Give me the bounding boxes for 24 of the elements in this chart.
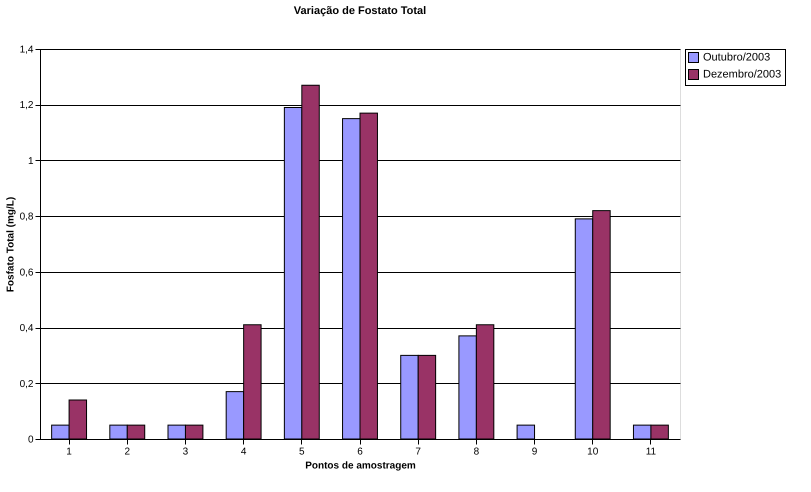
- x-tick-label: 4: [240, 446, 247, 458]
- legend-label: Dezembro/2003: [703, 68, 782, 80]
- x-tick-label: 3: [182, 446, 189, 458]
- x-tick-label: 8: [474, 446, 480, 458]
- x-tick-label: 7: [415, 446, 422, 458]
- y-tick-label: 0,2: [20, 378, 34, 390]
- legend-label: Outubro/2003: [703, 52, 770, 64]
- x-tick-label: 6: [357, 446, 364, 458]
- x-tick-label: 9: [532, 446, 538, 458]
- x-tick-label: 11: [646, 446, 657, 458]
- y-tick-label: 0: [28, 434, 34, 446]
- x-tick-label: 5: [299, 446, 306, 458]
- x-axis-title: Pontos de amostragem: [305, 460, 416, 472]
- y-tick-label: 1: [28, 156, 34, 167]
- y-tick-label: 0,8: [20, 212, 34, 223]
- y-tick-label: 1,2: [20, 100, 34, 112]
- y-axis-title: Fosfato Total (mg/L): [6, 196, 17, 292]
- x-tick-label: 1: [66, 446, 72, 458]
- y-tick-label: 1,4: [20, 44, 34, 56]
- x-tick-label: 10: [587, 446, 599, 458]
- x-tick-label: 2: [124, 446, 130, 458]
- chart-title: Variação de Fostato Total: [294, 5, 426, 17]
- y-tick-label: 0,4: [20, 323, 34, 334]
- y-tick-label: 0,6: [20, 267, 34, 278]
